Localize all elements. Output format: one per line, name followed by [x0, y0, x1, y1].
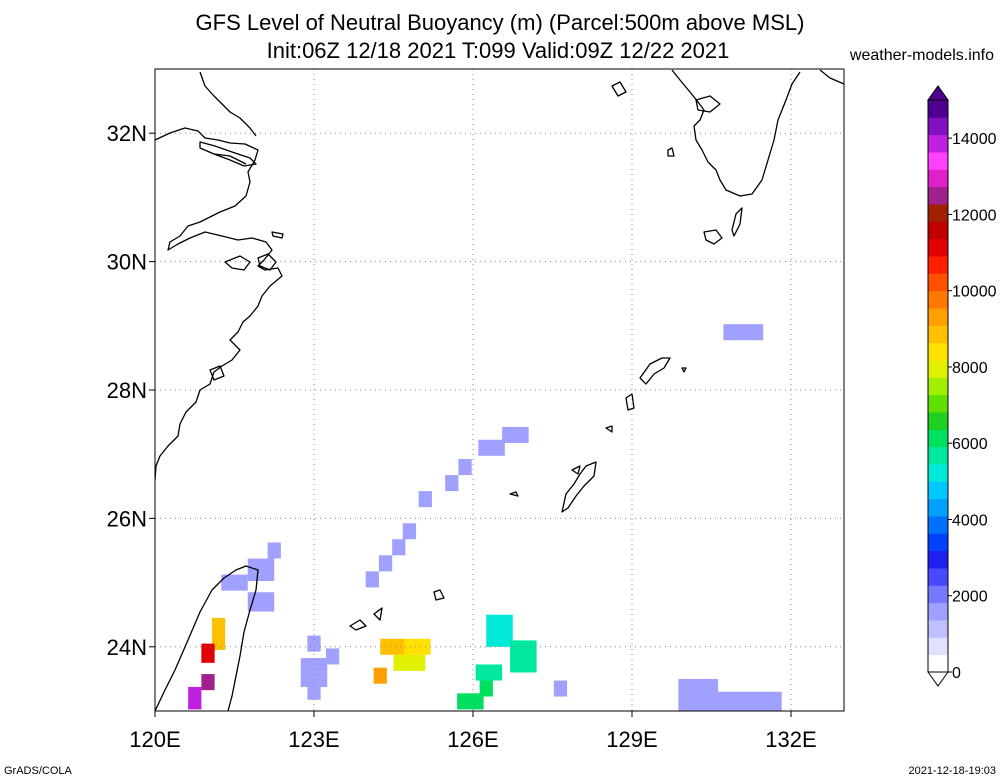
- colorbar-segment: [928, 429, 948, 448]
- buoyancy-cell: [267, 542, 281, 559]
- colorbar-segment: [928, 654, 948, 673]
- buoyancy-cell: [458, 459, 472, 476]
- buoyancy-cell: [201, 643, 215, 663]
- buoyancy-cell: [221, 574, 248, 591]
- colorbar-segment: [928, 169, 948, 188]
- colorbar-segment: [928, 637, 948, 656]
- colorbar-segment: [928, 585, 948, 604]
- chart-subtitle: Init:06Z 12/18 2021 T:099 Valid:09Z 12/2…: [267, 38, 730, 63]
- colorbar-segment: [928, 620, 948, 638]
- buoyancy-cell: [380, 638, 407, 655]
- buoyancy-cell: [475, 664, 503, 681]
- colorbar-label: 10000: [952, 284, 997, 301]
- buoyancy-cell: [300, 658, 328, 687]
- colorbar-segment: [928, 360, 948, 378]
- y-tick-label: 30N: [107, 250, 147, 275]
- chart-title: GFS Level of Neutral Buoyancy (m) (Parce…: [196, 10, 805, 35]
- colorbar-segment: [928, 325, 948, 344]
- site-credit: weather-models.info: [849, 47, 994, 64]
- buoyancy-cell: [404, 638, 431, 655]
- buoyancy-cell: [402, 523, 417, 540]
- colorbar-segment: [928, 377, 948, 396]
- y-tick-label: 32N: [107, 121, 147, 146]
- buoyancy-cell: [392, 539, 406, 556]
- colorbar-segment: [928, 550, 948, 569]
- x-tick-label: 120E: [129, 727, 180, 752]
- colorbar-segment: [928, 446, 948, 465]
- colorbar-label: 0: [952, 665, 961, 682]
- buoyancy-cell: [393, 654, 426, 671]
- x-tick-label: 132E: [765, 727, 816, 752]
- colorbar-segment: [928, 464, 948, 482]
- buoyancy-cell: [478, 439, 505, 456]
- footer-left: GrADS/COLA: [4, 765, 73, 777]
- colorbar-label: 14000: [952, 131, 997, 148]
- colorbar-segment: [928, 273, 948, 292]
- buoyancy-cell: [201, 674, 215, 691]
- colorbar-segment: [928, 533, 948, 552]
- colorbar-segment: [928, 394, 948, 413]
- colorbar-bottom-cap: [927, 671, 949, 687]
- colorbar-segment: [928, 256, 948, 274]
- colorbar-segment: [928, 117, 948, 136]
- buoyancy-cell: [188, 686, 202, 710]
- colorbar-segment: [928, 238, 948, 257]
- colorbar-label: 2000: [952, 589, 988, 606]
- colorbar: 0 2000 4000 6000 8000 10000 12000 14000: [927, 85, 997, 687]
- y-tick-label: 26N: [107, 506, 147, 531]
- colorbar-label: 8000: [952, 360, 988, 377]
- colorbar-segment: [928, 481, 948, 500]
- buoyancy-cell: [553, 680, 568, 697]
- buoyancy-cell: [378, 555, 393, 572]
- buoyancy-cell: [723, 324, 764, 341]
- buoyancy-cell: [307, 683, 321, 700]
- footer-right: 2021-12-18-19:03: [909, 765, 996, 777]
- x-tick-label: 123E: [288, 727, 339, 752]
- buoyancy-cell: [445, 475, 459, 492]
- colorbar-segment: [928, 498, 948, 517]
- axis-ticks: 120E 123E 126E 129E 132E 24N 26N 28N 30N 32N: [107, 121, 817, 752]
- colorbar-segment: [928, 134, 948, 153]
- colorbar-label: 6000: [952, 436, 988, 453]
- buoyancy-cell: [418, 491, 432, 508]
- buoyancy-cell: [365, 571, 379, 588]
- buoyancy-cell: [307, 635, 321, 652]
- buoyancy-cell: [211, 617, 226, 651]
- colorbar-segment: [928, 204, 948, 222]
- coastlines: [155, 69, 844, 711]
- buoyancy-cell: [247, 592, 275, 612]
- buoyancy-cell: [678, 678, 719, 711]
- buoyancy-cell: [510, 640, 537, 673]
- buoyancy-cells: [188, 324, 782, 711]
- colorbar-top-cap: [927, 85, 949, 101]
- colorbar-segment: [928, 152, 948, 170]
- colorbar-label: 12000: [952, 207, 997, 224]
- buoyancy-cell: [457, 693, 484, 710]
- colorbar-segment: [928, 290, 948, 309]
- buoyancy-cell: [479, 680, 493, 697]
- y-tick-label: 28N: [107, 378, 147, 403]
- colorbar-segment: [928, 602, 948, 621]
- colorbar-segment: [928, 412, 948, 430]
- buoyancy-cell: [502, 426, 529, 443]
- buoyancy-cell: [325, 648, 340, 665]
- colorbar-segment: [928, 516, 948, 534]
- buoyancy-cell: [486, 614, 513, 647]
- colorbar-segment: [928, 221, 948, 240]
- x-tick-label: 129E: [606, 727, 657, 752]
- colorbar-segment: [928, 100, 948, 118]
- buoyancy-cell: [715, 691, 782, 711]
- colorbar-label: 4000: [952, 512, 988, 529]
- colorbar-segment: [928, 568, 948, 586]
- colorbar-segment: [928, 342, 948, 361]
- colorbar-segment: [928, 308, 948, 326]
- buoyancy-cell: [373, 667, 387, 684]
- x-tick-label: 126E: [447, 727, 498, 752]
- colorbar-segment: [928, 186, 948, 205]
- buoyancy-cell: [247, 558, 275, 581]
- y-tick-label: 24N: [107, 635, 147, 660]
